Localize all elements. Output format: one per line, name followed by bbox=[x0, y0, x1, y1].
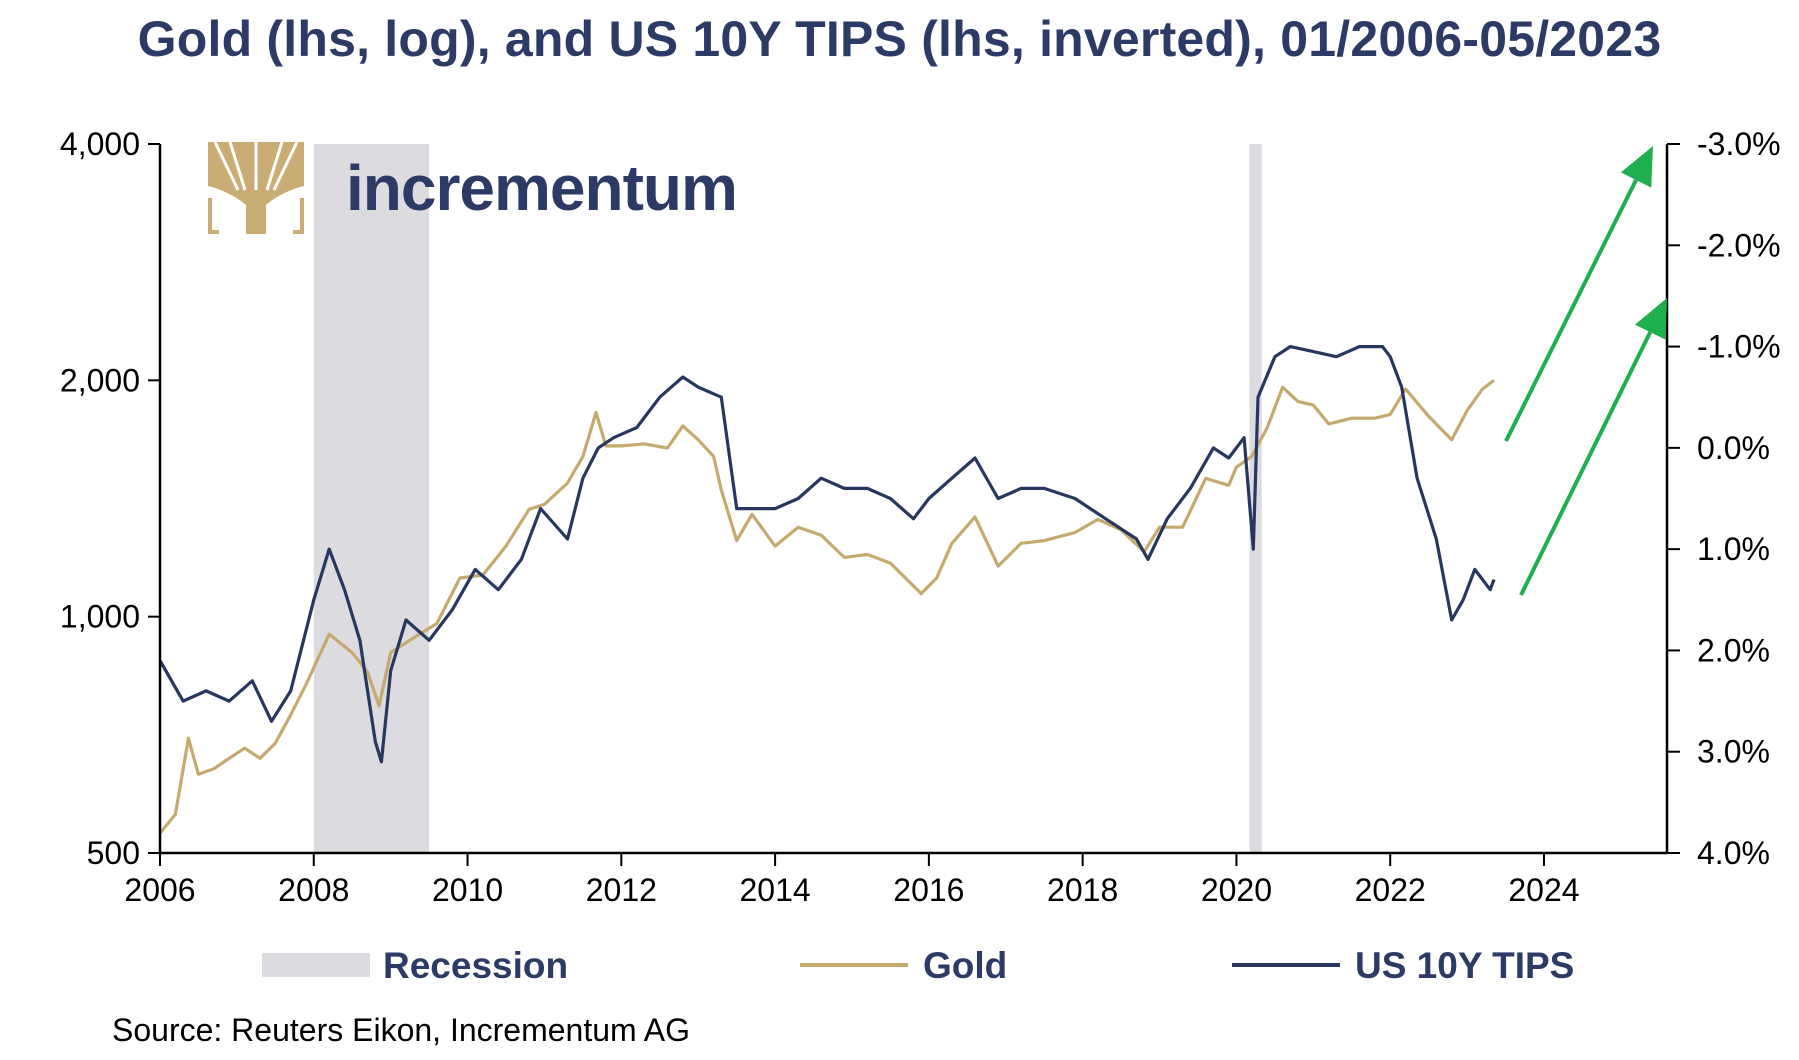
y-left-tick-label: 4,000 bbox=[60, 126, 140, 162]
x-tick-label: 2024 bbox=[1508, 872, 1579, 908]
green-arrow-line bbox=[1504, 179, 1638, 442]
recession-band bbox=[313, 144, 430, 853]
incrementum-logo: incrementum bbox=[208, 141, 738, 234]
source-note: Source: Reuters Eikon, Incrementum AG bbox=[112, 1012, 691, 1048]
y-right-tick-label: 1.0% bbox=[1697, 531, 1770, 567]
tips-series-line bbox=[158, 345, 1496, 764]
green-arrow-head bbox=[1634, 298, 1667, 340]
x-tick-label: 2014 bbox=[740, 872, 811, 908]
x-tick-label: 2012 bbox=[586, 872, 657, 908]
tree-icon bbox=[208, 141, 304, 234]
y-right-tick-label: 3.0% bbox=[1697, 734, 1770, 770]
legend-swatch-recession bbox=[262, 953, 370, 977]
brand-wordmark: incrementum bbox=[346, 152, 737, 224]
legend-label-tips: US 10Y TIPS bbox=[1355, 945, 1574, 986]
y-left-tick-label: 500 bbox=[87, 835, 140, 871]
green-arrow-head bbox=[1620, 146, 1653, 188]
y-left-tick-label: 2,000 bbox=[60, 362, 140, 398]
x-tick-label: 2016 bbox=[893, 872, 964, 908]
recession-bands bbox=[313, 144, 1262, 853]
annotation-arrows bbox=[1504, 146, 1667, 596]
legend-label-gold: Gold bbox=[923, 945, 1007, 986]
x-tick-label: 2010 bbox=[432, 872, 503, 908]
chart-title: Gold (lhs, log), and US 10Y TIPS (lhs, i… bbox=[137, 11, 1662, 67]
y-right-tick-label: 4.0% bbox=[1697, 835, 1770, 871]
legend-label-recession: Recession bbox=[383, 945, 568, 986]
y-right-tick-label: 0.0% bbox=[1697, 430, 1770, 466]
axes: 500 1,000 2,000 4,000 -3.0% -2.0% -1.0% 0.0% 1.0… bbox=[60, 126, 1781, 908]
x-tick-label: 2020 bbox=[1201, 872, 1272, 908]
series-layer bbox=[158, 345, 1496, 835]
y-left-tick-label: 1,000 bbox=[60, 599, 140, 635]
gold-series-line bbox=[158, 379, 1495, 835]
y-right-tick-label: -3.0% bbox=[1697, 126, 1781, 162]
x-tick-label: 2006 bbox=[124, 872, 195, 908]
x-tick-label: 2018 bbox=[1047, 872, 1118, 908]
x-tick-label: 2008 bbox=[278, 872, 349, 908]
legend: Recession Gold US 10Y TIPS bbox=[262, 945, 1574, 986]
x-tick-label: 2022 bbox=[1355, 872, 1426, 908]
green-arrow-line bbox=[1519, 331, 1653, 596]
y-right-tick-label: -1.0% bbox=[1697, 329, 1781, 365]
y-right-tick-label: -2.0% bbox=[1697, 227, 1781, 263]
y-right-tick-label: 2.0% bbox=[1697, 632, 1770, 668]
